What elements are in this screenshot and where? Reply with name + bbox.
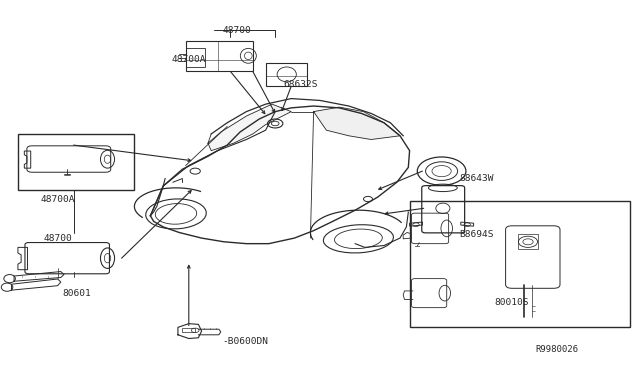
Polygon shape (208, 104, 291, 151)
Text: 88643W: 88643W (460, 174, 494, 183)
Text: 48700A: 48700A (40, 195, 75, 203)
Bar (18, 134, 134, 190)
Bar (182, 328, 195, 332)
Text: R9980026: R9980026 (535, 345, 579, 354)
Bar (186, 48, 205, 67)
Text: 80601: 80601 (63, 289, 91, 298)
Text: 48700: 48700 (223, 26, 252, 35)
Bar (266, 63, 307, 86)
Bar (410, 201, 630, 327)
Text: 68632S: 68632S (283, 80, 317, 89)
Text: B8694S: B8694S (460, 230, 494, 239)
Text: 48700A: 48700A (172, 55, 206, 64)
Text: 80010S: 80010S (495, 298, 529, 307)
Text: -B0600DN: -B0600DN (223, 337, 269, 346)
Bar (186, 41, 253, 71)
Bar (518, 234, 538, 249)
Polygon shape (314, 107, 400, 140)
Text: 48700: 48700 (44, 234, 72, 243)
